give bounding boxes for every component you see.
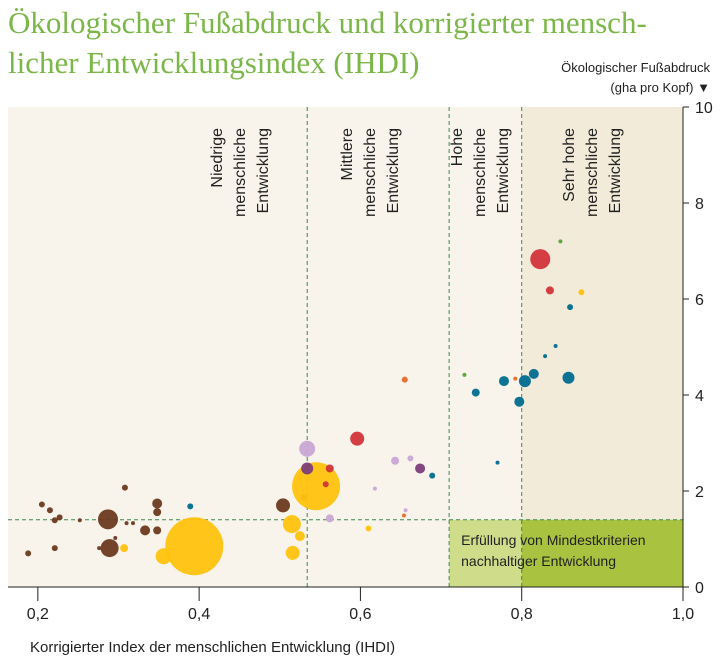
- y-tick-label: 6: [695, 292, 704, 309]
- bubble: [462, 372, 467, 377]
- bubble: [558, 239, 563, 244]
- y-axis-label: (gha pro Kopf) ▼: [610, 80, 710, 95]
- sustainable-label: Erfüllung von Mindestkriterien: [461, 532, 645, 548]
- bubble: [153, 526, 162, 535]
- x-tick-label: 1,0: [672, 606, 694, 623]
- y-axis-label: Ökologischer Fußabdruck: [561, 60, 710, 75]
- bubble: [276, 498, 290, 513]
- bubble: [350, 431, 365, 446]
- bubble: [100, 539, 119, 558]
- bubble: [98, 509, 118, 530]
- x-tick-label: 0,4: [188, 606, 210, 623]
- y-tick-label: 2: [695, 484, 704, 501]
- bubble: [51, 545, 58, 552]
- region-label: menschliche: [232, 128, 249, 217]
- bubble: [299, 440, 316, 457]
- bubble: [530, 249, 551, 270]
- bubble: [553, 344, 558, 349]
- bubble: [567, 304, 574, 311]
- bubble: [578, 289, 585, 296]
- bubble: [140, 525, 151, 536]
- sustainable-box: [449, 519, 522, 587]
- bubble: [325, 464, 334, 473]
- y-tick-label: 4: [695, 388, 704, 405]
- bubble: [152, 498, 163, 509]
- bubble: [401, 376, 408, 383]
- region-label: menschliche: [362, 128, 379, 217]
- region-label: menschliche: [472, 128, 489, 217]
- bubble: [498, 376, 509, 387]
- bubble: [282, 515, 301, 534]
- bubble: [25, 550, 32, 557]
- bubble: [562, 371, 575, 384]
- bubble: [56, 514, 63, 521]
- bubble: [528, 368, 539, 379]
- bubble: [429, 472, 436, 479]
- region-label: Sehr hohe: [561, 128, 578, 202]
- bubble: [301, 462, 314, 475]
- region-label: Hohe: [449, 128, 466, 166]
- chart-title: Ökologischer Fußabdruck und korrigierter…: [8, 5, 647, 40]
- region-label: menschliche: [584, 128, 601, 217]
- y-tick-label: 0: [695, 580, 704, 597]
- bubble: [113, 536, 118, 541]
- bubble: [51, 517, 58, 524]
- bubble: [471, 388, 480, 397]
- region-label: Entwicklung: [385, 128, 402, 213]
- bubble: [391, 456, 400, 465]
- bubble: [365, 525, 372, 532]
- region-label: Niedrige: [209, 128, 226, 188]
- bubble: [46, 507, 53, 514]
- region-label: Entwicklung: [495, 128, 512, 213]
- bubble: [403, 508, 408, 513]
- region-label: Entwicklung: [255, 128, 272, 213]
- bubble: [401, 513, 406, 518]
- bubble: [545, 286, 554, 295]
- chart-title: licher Entwicklungsindex (IHDI): [8, 45, 420, 80]
- bubble: [543, 354, 548, 359]
- bubble: [77, 518, 82, 523]
- bubble: [495, 460, 500, 465]
- y-tick-label: 8: [695, 196, 704, 213]
- bubble: [292, 462, 341, 511]
- bubble: [153, 508, 162, 517]
- sustainable-label: nachhaltiger Entwicklung: [461, 553, 616, 569]
- x-axis-label: Korrigierter Index der menschlichen Entw…: [30, 639, 395, 656]
- y-tick-label: 10: [695, 100, 713, 117]
- bubble: [124, 521, 129, 526]
- bubble: [518, 375, 531, 388]
- very-high-region: [521, 107, 683, 587]
- bubble: [131, 521, 135, 526]
- bubble: [120, 544, 129, 553]
- bubble: [285, 545, 300, 560]
- bubble: [187, 503, 194, 510]
- bubble: [325, 514, 334, 523]
- x-tick-label: 0,2: [27, 606, 49, 623]
- bubble: [97, 546, 102, 551]
- bubble: [155, 548, 172, 565]
- bubble: [165, 517, 224, 576]
- bubble: [38, 501, 45, 508]
- bubble: [514, 396, 525, 407]
- bubble: [415, 463, 426, 474]
- bubble: [322, 481, 329, 488]
- bubble: [294, 531, 305, 542]
- x-tick-label: 0,6: [349, 606, 371, 623]
- bubble: [513, 376, 518, 381]
- region-label: Entwicklung: [607, 128, 624, 213]
- bubble: [121, 484, 128, 491]
- bubble: [372, 486, 377, 491]
- bubble: [407, 455, 414, 462]
- region-label: Mittlere: [339, 128, 356, 181]
- sustainable-box: [521, 519, 683, 587]
- x-tick-label: 0,8: [511, 606, 533, 623]
